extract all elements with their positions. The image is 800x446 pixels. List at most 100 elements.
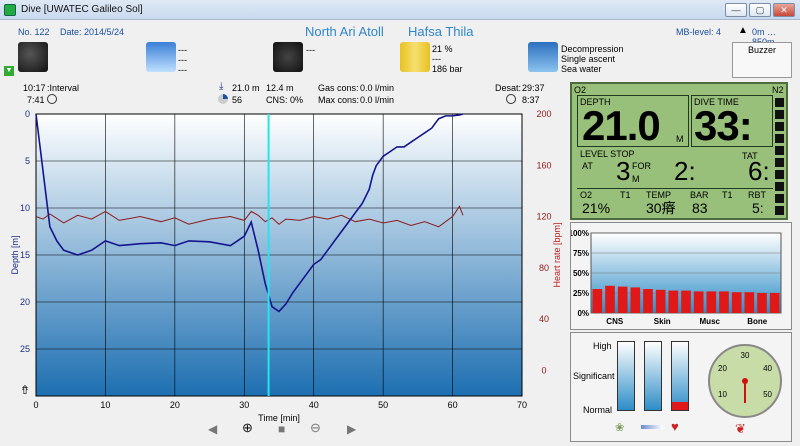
y2-tick-label: 200: [536, 109, 551, 119]
tissue-bar: [744, 292, 755, 313]
mountain-icon: ▲: [738, 25, 748, 36]
o2-t1-label: T1: [620, 190, 631, 200]
n2-segment: [775, 182, 784, 191]
tissue-bar: [719, 291, 729, 313]
x-tick-label: 60: [448, 400, 458, 410]
rbt-value: 5:: [752, 200, 764, 216]
profile-svg[interactable]: 0 10 20 30 40 50 60 70 0 5 10 15 20 25 0 40 80 120 160 200 T…: [0, 108, 566, 444]
dive-time-value: 33:: [694, 102, 753, 149]
maximize-button[interactable]: ▢: [749, 3, 771, 17]
n2-tag: N2: [772, 85, 784, 95]
y-axis-label: Depth [m]: [10, 235, 20, 274]
x-tick-label: 30: [239, 400, 249, 410]
gas-cons-label: Gas cons:: [318, 83, 359, 93]
computer-display: O2 N2 DEPTH 21.0 M DIVE TIME 33: LEVEL S…: [570, 82, 788, 220]
depth-unit: M: [676, 134, 684, 144]
y2-tick-label: 80: [539, 263, 549, 273]
tissue-y-label: 100%: [571, 229, 589, 238]
dive-profile-chart[interactable]: 0 10 20 30 40 50 60 70 0 5 10 15 20 25 0 40 80 120 160 200 T…: [0, 108, 566, 444]
tat-label: TAT: [742, 151, 758, 161]
tissue-bar: [757, 293, 767, 313]
weather-icon[interactable]: [146, 42, 176, 72]
zoom-in-icon[interactable]: ⊕: [242, 420, 253, 435]
buzzer-button[interactable]: Buzzer: [732, 42, 792, 78]
x-axis-label: Time [min]: [258, 413, 300, 423]
tissue-category: Musc: [700, 317, 721, 326]
avg-depth: 12.4 m: [266, 83, 294, 93]
dive-number: No. 122: [18, 27, 50, 37]
tissue-category: CNS: [606, 317, 624, 326]
x-tick-label: 40: [309, 400, 319, 410]
depth-value: 21.0: [582, 102, 661, 149]
divers-icon[interactable]: [18, 42, 48, 72]
n2-segment: [775, 194, 784, 203]
interval-label: :Interval: [47, 83, 80, 93]
desat-label: Desat:: [495, 83, 522, 93]
depth-arrow-icon: ⤓: [219, 81, 224, 92]
tissue-y-label: 0%: [577, 309, 589, 318]
workload-high-label: High: [593, 341, 612, 351]
n2-segment: [775, 158, 784, 167]
tissue-y-label: 75%: [573, 249, 589, 258]
tank-icon[interactable]: [400, 42, 430, 72]
weather-line: ---: [178, 65, 187, 75]
tissue-y-label: 25%: [573, 289, 589, 298]
gas-line: 21 %: [432, 44, 453, 54]
n2-bargraph: [775, 98, 784, 216]
bar-value: 83: [692, 200, 708, 216]
y2-tick-label: 120: [536, 212, 551, 222]
heart-rate-line: [35, 205, 464, 228]
deco-icon[interactable]: [528, 42, 558, 72]
max-cons-label: Max cons:: [318, 95, 360, 105]
close-button[interactable]: ✕: [773, 3, 795, 17]
gas-line: 186 bar: [432, 64, 463, 74]
y-tick-label: 5: [25, 156, 30, 166]
deco-line: Single ascent: [561, 54, 616, 64]
at-label: AT: [582, 161, 593, 171]
lungs-icon: ❦: [735, 421, 746, 436]
prev-icon[interactable]: ◀: [208, 422, 218, 436]
camera-line: ---: [306, 45, 315, 55]
heart-rate-gauge: 10 20 30 40 50: [708, 344, 782, 418]
x-tick-label: 50: [378, 400, 388, 410]
ascent-icon: ⇮: [20, 383, 30, 397]
minimize-button[interactable]: —: [725, 3, 747, 17]
bar-label: BAR: [690, 190, 709, 200]
clock-icon: [47, 94, 57, 104]
camera-icon[interactable]: [273, 42, 303, 72]
y2-tick-label: 40: [539, 314, 549, 324]
depth-label: DEPTH: [580, 97, 611, 107]
x-tick-label: 10: [100, 400, 110, 410]
next-icon[interactable]: ▶: [347, 422, 357, 436]
title-bar: Dive [UWATEC Galileo Sol] — ▢ ✕: [0, 0, 800, 20]
level-stop-label: LEVEL STOP: [580, 149, 635, 159]
stop-icon[interactable]: ■: [278, 422, 286, 436]
n2-segment: [775, 146, 784, 155]
tissue-category: Skin: [654, 317, 671, 326]
gauge-hub: [742, 378, 748, 384]
n2-segment: [775, 134, 784, 143]
rbt-label: RBT: [748, 190, 766, 200]
tissue-bar: [643, 289, 653, 313]
tissue-bar: [668, 290, 679, 313]
tissue-category: Bone: [747, 317, 768, 326]
workload-significant-label: Significant: [573, 371, 615, 381]
workload-bars: [617, 341, 697, 413]
tissue-y-label: 50%: [573, 269, 589, 278]
interval-time: 10:17: [23, 83, 46, 93]
dive-date: Date: 2014/5/24: [60, 27, 125, 37]
tissue-bar: [630, 287, 641, 313]
mb-level: MB-level: 4: [676, 27, 722, 37]
zoom-out-icon[interactable]: ⊖: [310, 420, 321, 435]
location-label: North Ari Atoll: [305, 24, 384, 39]
thermometer-icon: [641, 425, 663, 429]
stop-depth: 3: [616, 156, 631, 186]
dive-time-label: DIVE TIME: [694, 97, 739, 107]
temp-value: 30瘠: [646, 200, 676, 216]
dropdown-icon[interactable]: ▼: [4, 66, 14, 76]
max-depth: 21.0 m: [232, 83, 260, 93]
temp-label: TEMP: [646, 190, 672, 200]
weather-line: ---: [178, 45, 187, 55]
tissue-bar: [731, 292, 742, 313]
deco-line: Decompression: [561, 44, 624, 54]
